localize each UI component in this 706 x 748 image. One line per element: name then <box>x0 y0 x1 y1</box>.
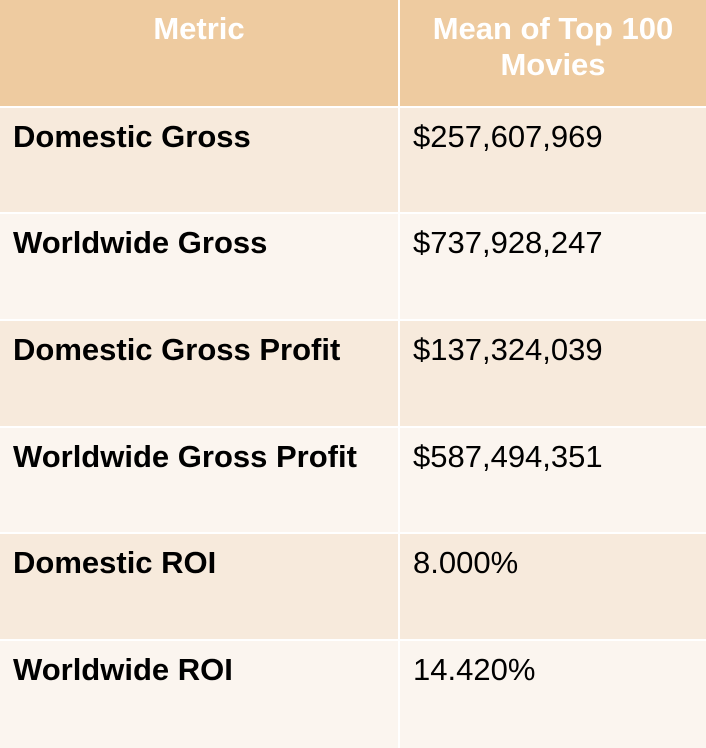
metric-cell: Worldwide Gross <box>0 214 398 319</box>
header-cell-metric: Metric <box>0 0 398 106</box>
header-cell-mean: Mean of Top 100 Movies <box>400 0 706 106</box>
value-cell: $737,928,247 <box>400 214 706 319</box>
table-row: Worldwide ROI 14.420% <box>0 641 706 748</box>
table-row: Worldwide Gross Profit $587,494,351 <box>0 428 706 532</box>
table-row: Worldwide Gross $737,928,247 <box>0 214 706 319</box>
metric-cell: Worldwide Gross Profit <box>0 428 398 532</box>
metric-cell: Worldwide ROI <box>0 641 398 748</box>
value-cell: 14.420% <box>400 641 706 748</box>
metric-cell: Domestic ROI <box>0 534 398 639</box>
value-cell: $257,607,969 <box>400 108 706 212</box>
table-header-row: Metric Mean of Top 100 Movies <box>0 0 706 106</box>
table-row: Domestic Gross Profit $137,324,039 <box>0 321 706 426</box>
value-cell: $137,324,039 <box>400 321 706 426</box>
metric-cell: Domestic Gross <box>0 108 398 212</box>
value-cell: $587,494,351 <box>400 428 706 532</box>
value-cell: 8.000% <box>400 534 706 639</box>
table-row: Domestic ROI 8.000% <box>0 534 706 639</box>
table-row: Domestic Gross $257,607,969 <box>0 108 706 212</box>
metric-cell: Domestic Gross Profit <box>0 321 398 426</box>
